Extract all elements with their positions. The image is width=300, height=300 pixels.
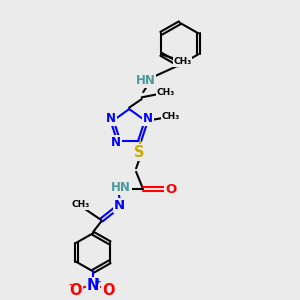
Text: CH₃: CH₃ [72, 200, 90, 209]
Text: N: N [111, 136, 121, 149]
Text: +: + [94, 278, 100, 286]
Text: O: O [70, 283, 82, 298]
Text: N: N [143, 112, 153, 125]
Text: O: O [165, 183, 176, 196]
Text: N: N [87, 278, 99, 293]
Text: HN: HN [136, 74, 155, 88]
Text: HN: HN [111, 182, 131, 194]
Text: CH₃: CH₃ [157, 88, 175, 97]
Text: -: - [68, 280, 72, 290]
Text: CH₃: CH₃ [173, 58, 192, 67]
Text: N: N [114, 199, 125, 212]
Text: S: S [134, 145, 145, 160]
Text: CH₃: CH₃ [161, 112, 180, 121]
Text: N: N [106, 112, 116, 125]
Text: O: O [102, 283, 115, 298]
